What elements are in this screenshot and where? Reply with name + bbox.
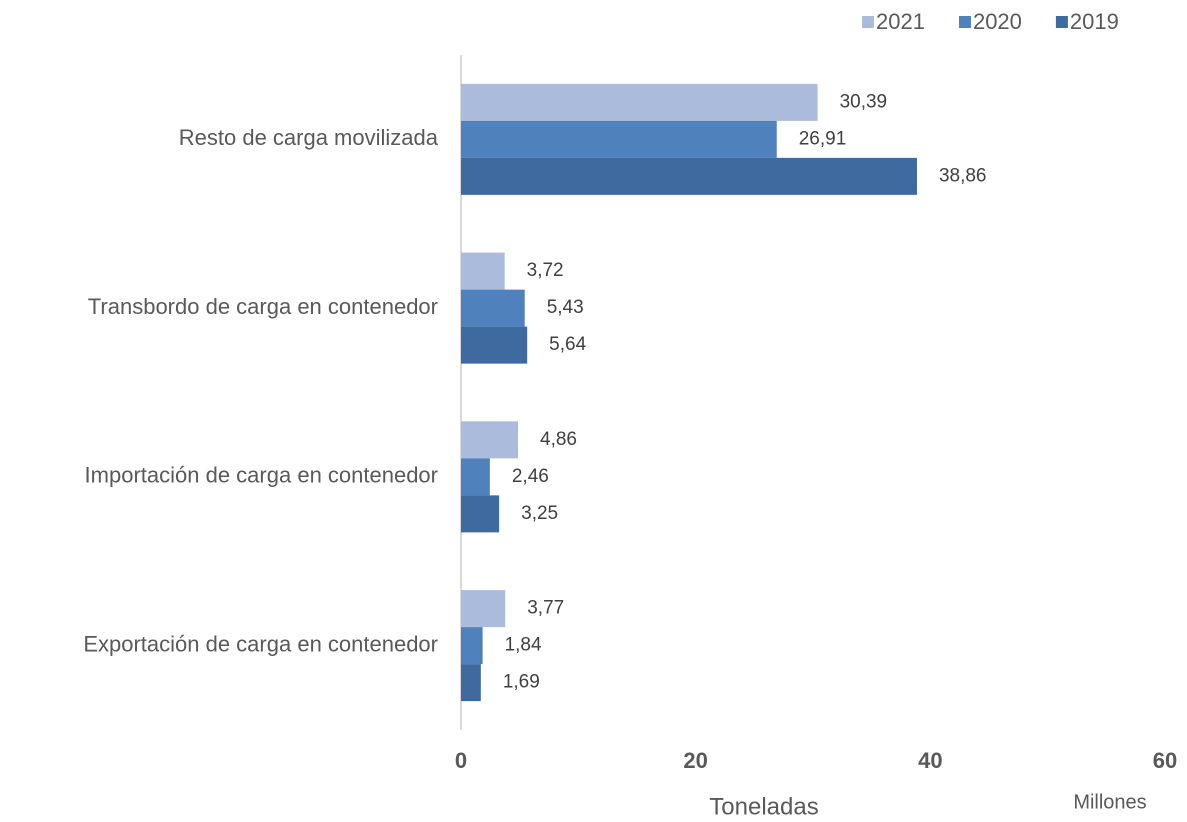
- category-label: Transbordo de carga en contenedor: [88, 294, 438, 319]
- legend-label: 2019: [1070, 9, 1119, 34]
- data-label: 3,77: [527, 598, 564, 619]
- data-label: 3,25: [521, 503, 558, 524]
- category-label: Importación de carga en contenedor: [85, 463, 438, 488]
- category-label: Exportación de carga en contenedor: [83, 631, 438, 656]
- data-label: 3,72: [527, 260, 564, 281]
- data-label: 26,91: [799, 128, 847, 149]
- bar: [461, 627, 483, 665]
- x-axis-title: Toneladas: [709, 793, 818, 820]
- data-label: 5,43: [547, 297, 584, 318]
- data-label: 1,69: [503, 672, 540, 693]
- bar: [461, 120, 777, 158]
- legend-label: 2020: [973, 9, 1022, 34]
- bar: [461, 83, 818, 121]
- bar: [461, 252, 505, 290]
- bar: [461, 664, 481, 702]
- bar: [461, 326, 528, 364]
- legend-swatch: [958, 16, 971, 28]
- data-label: 30,39: [840, 91, 888, 112]
- data-label: 1,84: [505, 635, 542, 656]
- legend-swatch: [862, 16, 874, 28]
- x-tick-label: 20: [683, 748, 707, 773]
- bar: [461, 590, 506, 628]
- data-label: 2,46: [512, 466, 549, 487]
- bar: [461, 458, 490, 496]
- bar: [461, 289, 525, 327]
- data-label: 5,64: [549, 334, 586, 355]
- bar: [461, 495, 500, 533]
- legend-label: 2021: [876, 9, 925, 34]
- x-unit-label: Millones: [1073, 791, 1146, 813]
- x-tick-label: 0: [455, 748, 467, 773]
- x-tick-label: 40: [918, 748, 942, 773]
- data-label: 38,86: [939, 165, 987, 186]
- data-label: 4,86: [540, 429, 577, 450]
- x-tick-label: 60: [1153, 748, 1177, 773]
- bar: [461, 157, 917, 195]
- category-label: Resto de carga movilizada: [179, 125, 439, 150]
- bar: [461, 421, 519, 459]
- legend-swatch: [1055, 16, 1068, 28]
